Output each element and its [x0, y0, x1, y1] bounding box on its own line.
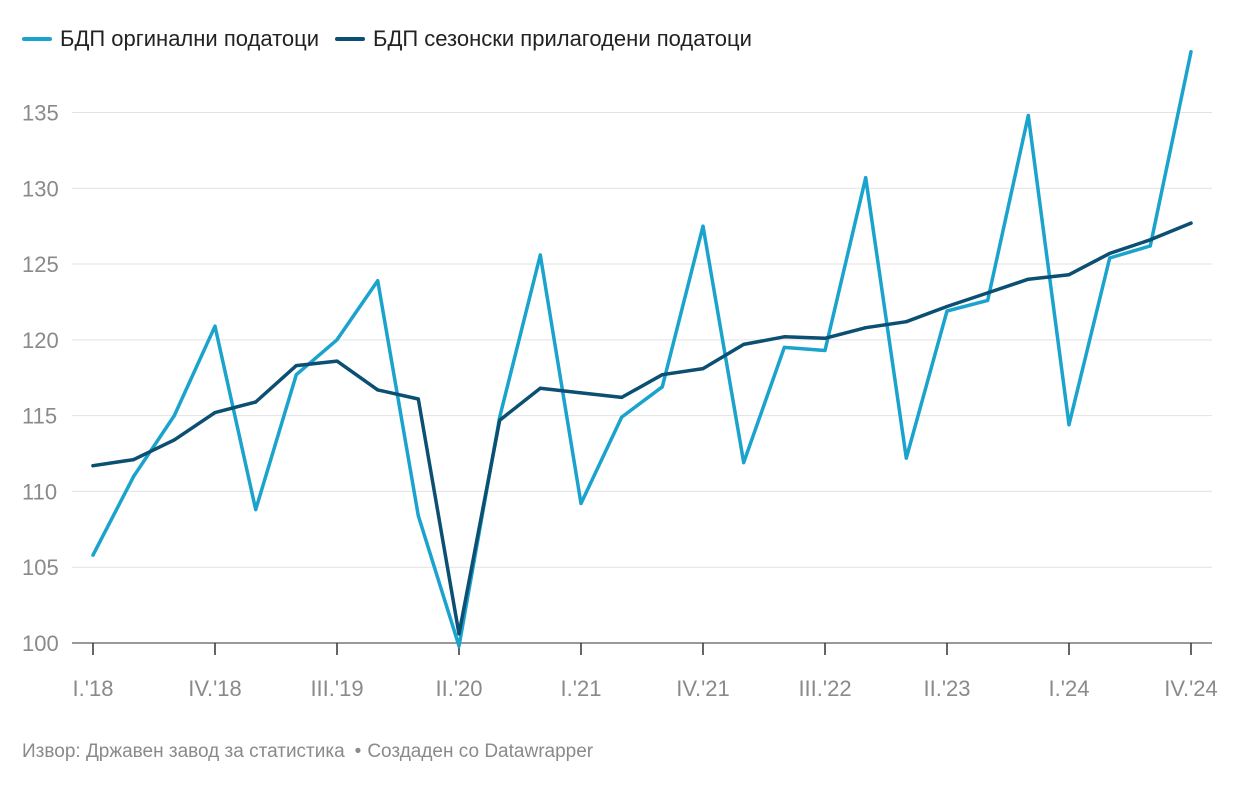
data-point-seasonal — [1108, 251, 1112, 256]
data-point-seasonal — [294, 364, 298, 368]
x-tick-label: IV.'18 — [188, 676, 242, 701]
x-tick-label: IV.'21 — [676, 676, 730, 701]
y-tick-label: 130 — [22, 176, 59, 201]
data-point-original — [1026, 113, 1030, 118]
data-point-original — [457, 644, 461, 648]
data-point-original — [1189, 50, 1193, 54]
data-point-seasonal — [579, 391, 583, 395]
data-point-original — [376, 279, 380, 283]
x-tick-label: II.'20 — [435, 676, 482, 701]
y-tick-label: 115 — [22, 404, 57, 429]
credit-text: Создаден со Datawrapper — [367, 741, 594, 762]
data-point-original — [986, 298, 990, 303]
data-point-original — [660, 385, 664, 389]
y-tick-label: 135 — [22, 100, 59, 125]
y-tick-label: 105 — [22, 555, 59, 580]
data-point-seasonal — [1189, 221, 1193, 225]
legend-swatch-seasonal — [335, 37, 366, 41]
y-tick-label: 100 — [22, 631, 59, 656]
data-point-seasonal — [416, 397, 420, 401]
data-point-seasonal — [1148, 238, 1152, 242]
data-point-original — [782, 345, 786, 350]
data-point-seasonal — [701, 367, 705, 371]
data-point-seasonal — [986, 291, 990, 295]
data-point-original — [620, 415, 624, 419]
x-tick-label: IV.'24 — [1164, 676, 1218, 701]
data-point-original — [1148, 244, 1152, 248]
data-point-seasonal — [660, 373, 664, 377]
series-line-original — [91, 50, 1193, 648]
data-point-seasonal — [91, 464, 95, 468]
data-point-seasonal — [620, 395, 624, 400]
data-point-seasonal — [335, 359, 339, 363]
legend-item-seasonal: БДП сезонски прилагодени податоци — [335, 26, 752, 52]
data-point-seasonal — [904, 320, 908, 324]
data-point-original — [254, 508, 258, 512]
x-tick-label: I.'21 — [561, 676, 602, 701]
data-point-original — [416, 514, 420, 518]
legend-label-seasonal: БДП сезонски прилагодени податоци — [373, 26, 752, 51]
data-point-seasonal — [254, 400, 258, 404]
data-point-seasonal — [742, 342, 746, 346]
data-point-seasonal — [213, 411, 217, 415]
data-point-original — [945, 309, 949, 313]
data-point-seasonal — [457, 632, 461, 636]
data-point-seasonal — [782, 335, 786, 339]
data-point-original — [1067, 423, 1071, 427]
x-tick-label: I.'18 — [73, 676, 114, 701]
data-point-original — [823, 348, 827, 353]
data-point-original — [1108, 256, 1112, 260]
data-point-seasonal — [498, 418, 502, 422]
data-point-original — [132, 474, 136, 478]
data-point-original — [91, 553, 95, 557]
data-point-original — [864, 176, 868, 180]
x-tick-label: II.'23 — [923, 676, 970, 701]
data-point-original — [701, 224, 705, 228]
source-text: Извор: Државен завод за статистика — [22, 741, 345, 762]
legend-label-original: БДП оргинални податоци — [60, 26, 320, 51]
data-point-original — [294, 373, 298, 377]
data-point-original — [742, 461, 746, 465]
legend: БДП оргинални податоци БДП сезонски прил… — [22, 26, 768, 52]
data-point-seasonal — [538, 386, 542, 390]
data-point-seasonal — [945, 304, 949, 309]
footer: Извор: Државен завод за статистика • Созда… — [22, 741, 593, 763]
x-tick-label: I.'24 — [1049, 676, 1090, 701]
data-point-original — [904, 456, 908, 460]
data-point-seasonal — [864, 326, 868, 330]
x-tick-label: III.'22 — [798, 676, 851, 701]
y-tick-label: 110 — [22, 479, 57, 504]
data-point-seasonal — [1026, 277, 1030, 281]
data-point-original — [579, 501, 583, 506]
data-point-seasonal — [172, 438, 176, 442]
data-point-original — [172, 414, 176, 418]
data-point-seasonal — [823, 336, 827, 340]
x-tick-label: III.'19 — [310, 676, 363, 701]
y-tick-label: 125 — [22, 252, 59, 277]
data-point-original — [335, 338, 339, 342]
data-point-seasonal — [1067, 273, 1071, 277]
legend-item-original: БДП оргинални податоци — [22, 26, 319, 52]
series-line-seasonal — [91, 221, 1193, 636]
data-point-original — [213, 324, 217, 328]
footer-separator: • — [354, 741, 362, 762]
data-point-seasonal — [132, 457, 136, 462]
y-tick-label: 120 — [22, 328, 59, 353]
data-point-original — [538, 253, 542, 257]
data-point-seasonal — [376, 388, 380, 392]
legend-swatch-original — [22, 37, 52, 41]
